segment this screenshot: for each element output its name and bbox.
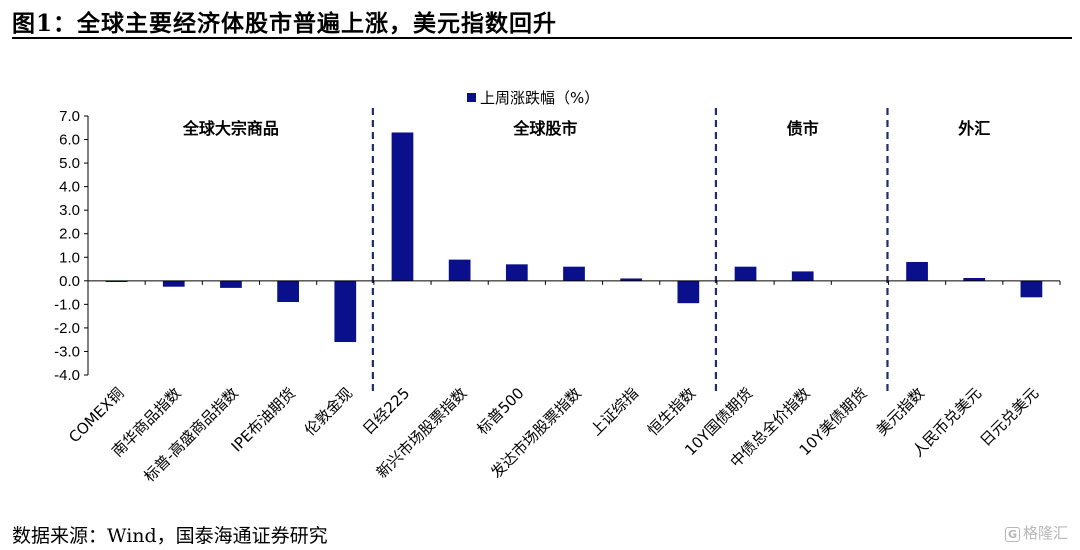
bar: [734, 266, 757, 281]
bar: [277, 280, 299, 303]
x-tick-label: 标普500: [473, 384, 527, 438]
y-tick-label: -3.0: [54, 343, 80, 360]
x-tick-label: 伦敦金现: [301, 384, 356, 439]
group-dividers: [371, 108, 889, 392]
bar: [105, 280, 128, 283]
bar: [391, 132, 414, 281]
bar: [791, 271, 814, 281]
y-tick-label: 6.0: [59, 132, 80, 149]
group-label: 外汇: [957, 119, 990, 138]
x-tick-label: 日经225: [359, 384, 413, 438]
y-tick-label: -1.0: [54, 296, 80, 313]
watermark: G 格隆汇: [1004, 522, 1068, 543]
bar: [220, 280, 242, 288]
legend-swatch: [467, 93, 476, 102]
y-tick-label: -2.0: [54, 320, 80, 337]
x-tick-label: 日元兑美元: [976, 384, 1042, 450]
y-tick-label: 7.0: [59, 108, 80, 125]
group-label: 债市: [787, 119, 819, 138]
group-label: 全球股市: [512, 119, 577, 138]
y-axis: 7.0 6.0 5.0 4.0 3.0 2.0 1.0 0.0 -1.0 -2.0 -3.0 -4.0: [54, 108, 89, 384]
bar: [1020, 280, 1043, 298]
legend-label: 上周涨跌幅（%）: [480, 89, 599, 107]
y-tick-label: 3.0: [59, 202, 80, 219]
y-tick-label: 2.0: [59, 226, 80, 243]
y-tick-label: 4.0: [59, 179, 80, 196]
bar: [963, 277, 986, 281]
bar: [448, 259, 471, 281]
source-note: 数据来源：Wind，国泰海通证券研究: [12, 525, 328, 547]
group-label: 全球大宗商品: [182, 119, 279, 138]
y-tick-label: 1.0: [59, 249, 80, 266]
x-tick-label: 美元指数: [873, 384, 928, 439]
y-tick-label: 5.0: [59, 155, 80, 172]
bar: [563, 266, 585, 281]
bar: [505, 264, 528, 281]
y-tick-label: -4.0: [54, 367, 80, 384]
group-labels: 全球大宗商品 全球股市 债市 外汇: [182, 119, 990, 138]
title-rule: [12, 37, 1072, 39]
y-tick-label: 0.0: [59, 273, 80, 290]
watermark-logo-icon: G: [1004, 527, 1020, 542]
watermark-text: 格隆汇: [1022, 524, 1068, 542]
figure-title: 图1：全球主要经济体股市普遍上涨，美元指数回升: [12, 10, 558, 37]
bar: [677, 280, 700, 304]
bar: [906, 261, 928, 281]
x-axis: [87, 280, 1061, 285]
legend: 上周涨跌幅（%）: [467, 89, 599, 107]
bar: [162, 280, 185, 287]
bar: [620, 278, 643, 281]
x-tick-label: 上证综指: [587, 384, 642, 439]
bar: [334, 280, 357, 343]
bars: [105, 132, 1043, 343]
x-tick-label: 恒生指数: [644, 384, 699, 439]
